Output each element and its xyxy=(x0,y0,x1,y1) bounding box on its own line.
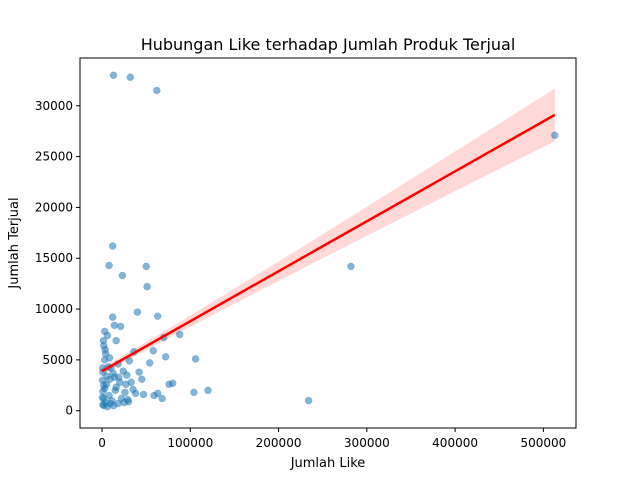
regression-line xyxy=(101,113,556,373)
scatter-point xyxy=(123,395,132,404)
scatter-point xyxy=(133,308,142,316)
scatter-point xyxy=(99,336,108,345)
y-tick-label: 25000 xyxy=(35,150,73,164)
scatter-point xyxy=(106,399,115,408)
scatter-point xyxy=(126,73,135,82)
scatter-point xyxy=(129,385,137,394)
scatter-point xyxy=(109,71,118,80)
x-tick-label: 0 xyxy=(98,436,106,450)
y-tick-label: 20000 xyxy=(35,200,73,214)
scatter-point xyxy=(149,346,158,355)
scatter-point xyxy=(118,271,127,280)
y-tick-label: 0 xyxy=(65,404,73,418)
scatter-point xyxy=(165,380,173,389)
scatter-point xyxy=(125,357,134,365)
scatter-point xyxy=(145,359,154,367)
scatter-point xyxy=(347,262,355,271)
scatter-point xyxy=(105,354,114,362)
confidence-band xyxy=(102,88,555,375)
scatter-points-layer xyxy=(98,71,559,411)
scatter-point xyxy=(112,336,120,345)
scatter-point xyxy=(108,313,117,321)
chart-title: Hubungan Like terhadap Jumlah Produk Ter… xyxy=(141,35,516,54)
scatter-point xyxy=(115,373,123,381)
scatter-point xyxy=(112,383,120,392)
y-axis-label: Jumlah Terjual xyxy=(7,197,22,289)
scatter-point xyxy=(204,386,212,395)
scatter-point xyxy=(116,322,125,331)
scatter-point xyxy=(190,388,198,397)
scatter-point xyxy=(98,393,107,402)
y-axis-ticks: 0 5000 10000 15000 20000 25000 30000 xyxy=(35,99,80,418)
scatter-point xyxy=(139,390,148,399)
scatter-point xyxy=(127,378,135,387)
scatter-point xyxy=(175,330,184,339)
scatter-point xyxy=(142,262,150,271)
scatter-point xyxy=(551,131,559,140)
confidence-band-layer xyxy=(102,88,555,375)
x-axis-label: Jumlah Like xyxy=(290,456,366,471)
y-tick-label: 15000 xyxy=(35,251,73,265)
plot-frame xyxy=(79,57,577,429)
x-tick-label: 300000 xyxy=(344,436,390,450)
scatter-point xyxy=(123,371,131,379)
scatter-point xyxy=(135,368,143,376)
regression-line-layer xyxy=(101,113,556,373)
scatter-point xyxy=(153,86,161,95)
scatter-point xyxy=(105,261,113,270)
scatter-point xyxy=(138,375,146,383)
scatter-point xyxy=(100,381,108,390)
x-tick-label: 400000 xyxy=(432,436,478,450)
y-tick-label: 10000 xyxy=(35,302,73,316)
scatter-point xyxy=(121,388,129,397)
x-tick-label: 500000 xyxy=(520,436,566,450)
scatter-point xyxy=(150,391,158,400)
scatter-point xyxy=(153,312,162,320)
scatter-point xyxy=(103,372,111,380)
y-tick-label: 5000 xyxy=(42,353,73,367)
scatter-point xyxy=(110,321,119,330)
x-axis-ticks: 0 100000 200000 300000 400000 500000 xyxy=(98,428,566,450)
scatter-point xyxy=(108,242,117,250)
scatter-point xyxy=(304,396,313,405)
scatter-point xyxy=(158,394,166,403)
scatter-point xyxy=(191,355,200,363)
scatter-point xyxy=(143,282,151,291)
scatter-point xyxy=(103,331,112,340)
x-tick-label: 200000 xyxy=(256,436,302,450)
y-tick-label: 30000 xyxy=(35,99,73,113)
scatter-point xyxy=(161,353,170,361)
x-tick-label: 100000 xyxy=(167,436,213,450)
scatter-point xyxy=(109,369,117,377)
scatter-point xyxy=(101,345,109,354)
